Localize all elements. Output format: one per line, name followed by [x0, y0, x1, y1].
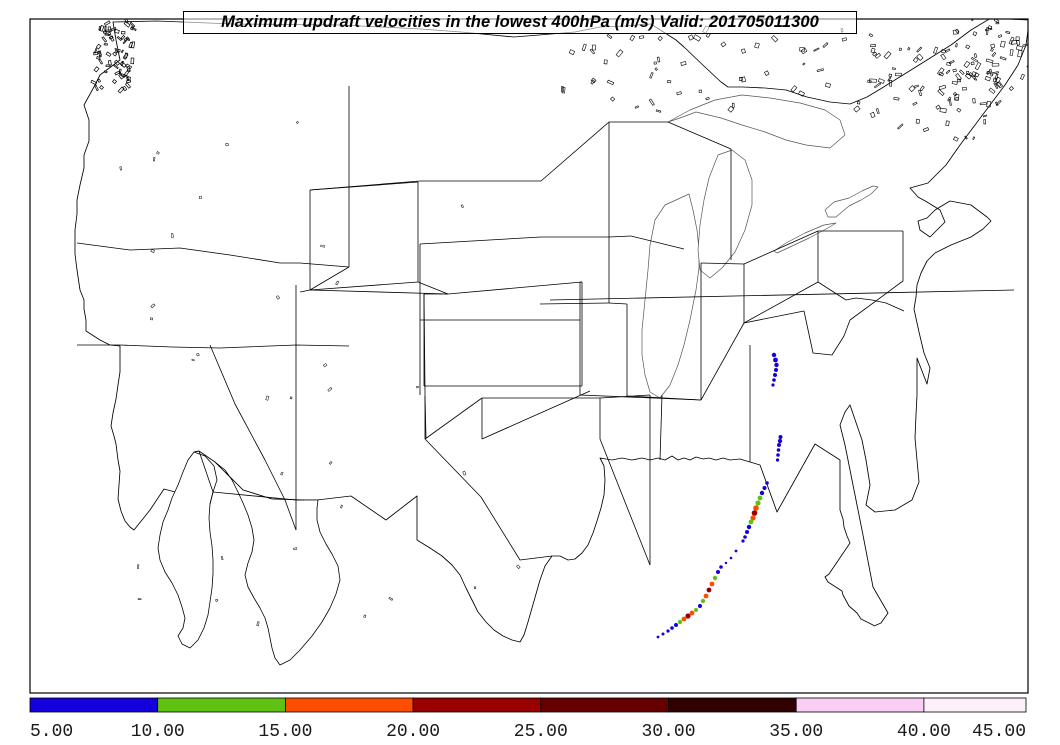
svg-text:25.00: 25.00 — [514, 722, 568, 742]
svg-text:45.00: 45.00 — [972, 722, 1026, 742]
svg-text:10.00: 10.00 — [131, 722, 185, 742]
svg-text:15.00: 15.00 — [258, 722, 312, 742]
svg-text:30.00: 30.00 — [641, 722, 695, 742]
svg-text:40.00: 40.00 — [897, 722, 951, 742]
svg-text:20.00: 20.00 — [386, 722, 440, 742]
svg-text:35.00: 35.00 — [769, 722, 823, 742]
svg-text:5.00: 5.00 — [30, 722, 73, 742]
